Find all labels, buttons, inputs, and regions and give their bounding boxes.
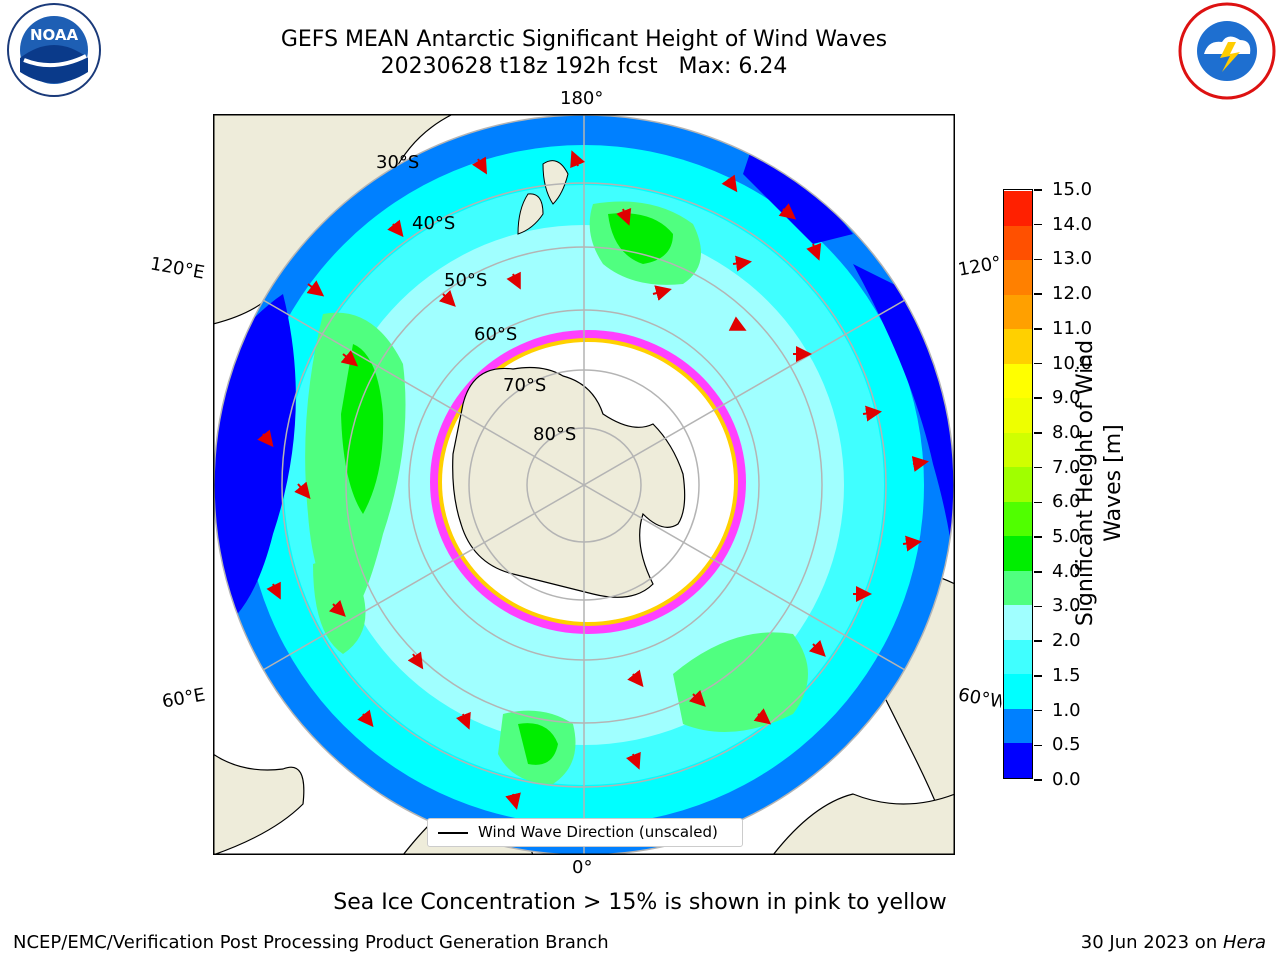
- lon-label-60e: 60°E: [160, 684, 207, 713]
- colorbar-tick-mark: [1034, 501, 1042, 504]
- lat-label-80s: 80°S: [533, 424, 577, 445]
- colorbar-segment: [1004, 294, 1032, 330]
- colorbar-segment: [1004, 259, 1032, 295]
- colorbar: [1003, 189, 1033, 779]
- colorbar-tick-label: 11.0: [1052, 317, 1093, 339]
- colorbar-tick-label: 14.0: [1052, 213, 1093, 235]
- lat-label-60s: 60°S: [474, 324, 518, 345]
- colorbar-tick-label: 10.0: [1052, 352, 1093, 374]
- colorbar-segment: [1004, 363, 1032, 399]
- colorbar-segment: [1004, 432, 1032, 468]
- colorbar-segment: [1004, 604, 1032, 640]
- colorbar-segment: [1004, 397, 1032, 433]
- footer-host: Hera: [1222, 932, 1266, 953]
- colorbar-tick-label: 2.0: [1052, 630, 1081, 652]
- colorbar-tick-mark: [1034, 328, 1042, 330]
- lat-label-40s: 40°S: [412, 213, 456, 234]
- colorbar-tick-label: 6.0: [1052, 491, 1081, 513]
- wind-direction-arrows: [257, 150, 929, 810]
- colorbar-tick-mark: [1034, 744, 1042, 747]
- colorbar-segment: [1004, 708, 1032, 744]
- chart-subtitle: 20230628 t18z 192h fcst Max: 6.24: [380, 54, 788, 79]
- colorbar-tick-mark: [1034, 709, 1042, 712]
- colorbar-tick-label: 1.5: [1052, 664, 1081, 686]
- lat-label-50s: 50°S: [444, 270, 488, 291]
- colorbar-tick-label: 3.0: [1052, 595, 1081, 617]
- colorbar-label-line1: Significant Height of Wind: [1073, 339, 1098, 627]
- lon-label-120e: 120°E: [148, 253, 207, 284]
- noaa-logo-text: NOAA: [30, 26, 79, 44]
- lat-label-30s: 30°S: [376, 152, 420, 173]
- map-legend: Wind Wave Direction (unscaled): [427, 818, 743, 847]
- footer-date: 30 Jun 2023 on Hera: [1081, 932, 1266, 953]
- colorbar-tick-label: 8.0: [1052, 421, 1081, 443]
- sea-ice-note: Sea Ice Concentration > 15% is shown in …: [333, 890, 947, 915]
- lon-label-120w: 120°: [956, 252, 1003, 281]
- colorbar-tick-mark: [1034, 258, 1042, 261]
- colorbar-tick-mark: [1034, 223, 1042, 226]
- footer-branch: NCEP/EMC/Verification Post Processing Pr…: [13, 932, 609, 953]
- lon-label-0: 0°: [572, 857, 593, 878]
- colorbar-segment: [1004, 225, 1032, 261]
- colorbar-tick-label: 4.0: [1052, 560, 1081, 582]
- colorbar-tick-label: 0.5: [1052, 734, 1081, 756]
- colorbar-segment: [1004, 501, 1032, 537]
- legend-label: Wind Wave Direction (unscaled): [478, 823, 718, 841]
- footer-date-text: 30 Jun 2023 on: [1080, 932, 1223, 953]
- colorbar-tick-label: 13.0: [1052, 248, 1093, 270]
- colorbar-segment: [1004, 742, 1032, 778]
- colorbar-tick-label: 15.0: [1052, 179, 1093, 200]
- legend-line-icon: [438, 832, 468, 834]
- colorbar-segment: [1004, 190, 1032, 226]
- colorbar-segment: [1004, 466, 1032, 502]
- colorbar-tick-mark: [1034, 189, 1042, 191]
- colorbar-segment: [1004, 535, 1032, 571]
- colorbar-tick-label: 7.0: [1052, 456, 1081, 478]
- noaa-logo-icon: NOAA: [6, 2, 102, 98]
- colorbar-tick-mark: [1034, 432, 1042, 434]
- lat-label-70s: 70°S: [503, 375, 547, 396]
- polar-map: [213, 114, 955, 856]
- colorbar-tick-label: 12.0: [1052, 283, 1093, 305]
- colorbar-tick-label: 9.0: [1052, 387, 1081, 409]
- colorbar-tick-label: 5.0: [1052, 526, 1081, 548]
- colorbar-tick-mark: [1034, 605, 1042, 608]
- colorbar-tick-mark: [1034, 293, 1042, 295]
- colorbar-segment: [1004, 639, 1032, 675]
- colorbar-tick-label: 1.0: [1052, 699, 1081, 721]
- colorbar-tick-mark: [1034, 466, 1042, 469]
- chart-title: GEFS MEAN Antarctic Significant Height o…: [280, 27, 888, 52]
- colorbar-tick-mark: [1034, 640, 1042, 642]
- lon-label-60w: 60°W: [956, 684, 1004, 713]
- colorbar-tick-mark: [1034, 397, 1042, 399]
- colorbar-segment: [1004, 673, 1032, 709]
- nws-logo-icon: [1178, 2, 1276, 100]
- colorbar-tick-label: 0.0: [1052, 769, 1081, 790]
- colorbar-segment: [1004, 570, 1032, 606]
- colorbar-tick-mark: [1034, 779, 1042, 781]
- colorbar-tick-mark: [1034, 536, 1042, 538]
- lon-label-180: 180°: [560, 88, 604, 109]
- colorbar-tick-mark: [1034, 675, 1042, 677]
- colorbar-label-line2: Waves [m]: [1101, 424, 1126, 542]
- colorbar-tick-mark: [1034, 571, 1042, 573]
- colorbar-segment: [1004, 328, 1032, 364]
- colorbar-tick-mark: [1034, 362, 1042, 365]
